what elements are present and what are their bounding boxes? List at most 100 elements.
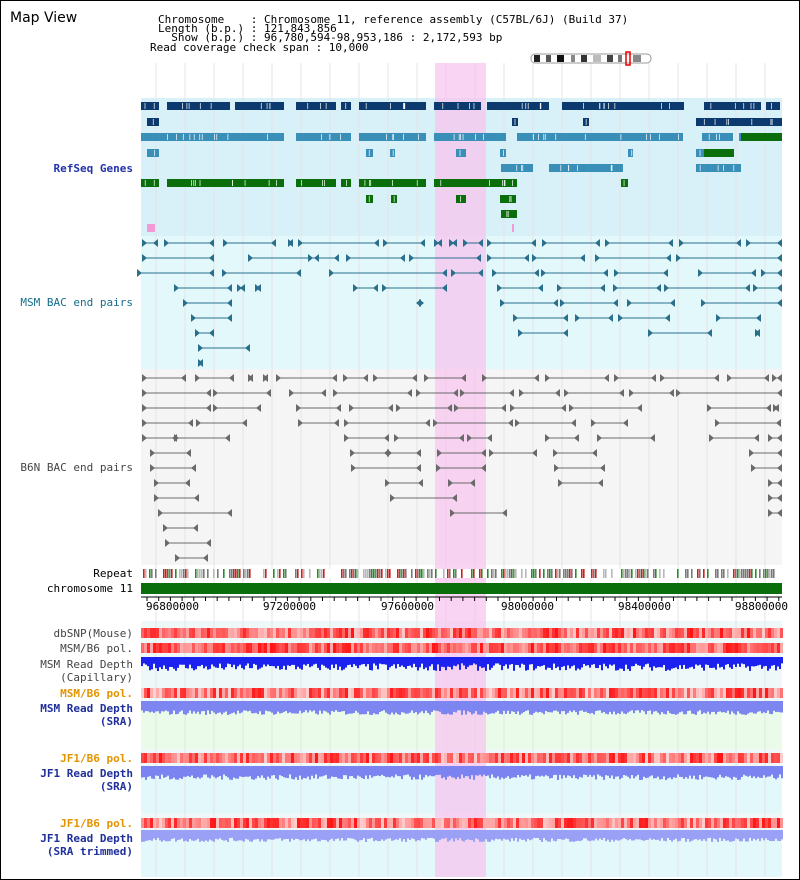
polymorphism-cell <box>663 628 666 638</box>
read-depth-bar <box>695 830 697 839</box>
polymorphism-cell <box>732 688 735 698</box>
repeat-mark <box>377 569 379 578</box>
read-depth-bar <box>495 657 497 664</box>
read-depth-bar <box>387 657 389 670</box>
msm-bac-pair-end <box>575 314 580 322</box>
b6n-bac-pair-end <box>545 374 550 382</box>
read-depth-bar <box>223 830 225 841</box>
read-depth-bar <box>743 766 745 775</box>
polymorphism-cell <box>618 753 621 763</box>
track-label-jf1-depth[interactable]: JF1 Read Depth <box>40 767 133 780</box>
read-depth-bar <box>347 701 349 714</box>
track-label-msm-depth-capillary[interactable]: MSM Read Depth <box>40 658 133 671</box>
track-label-msm-b6-pol-sra[interactable]: MSM/B6 pol. <box>60 687 133 700</box>
polymorphism-cell <box>285 688 288 698</box>
read-depth-bar <box>425 766 427 775</box>
read-depth-bar <box>449 657 451 668</box>
read-depth-bar <box>335 830 337 840</box>
read-depth-bar <box>665 657 667 671</box>
repeat-mark <box>285 569 287 578</box>
polymorphism-cell <box>513 688 516 698</box>
read-depth-bar <box>521 830 523 840</box>
msm-bac-pair-end <box>666 254 671 262</box>
track-label-msm-depth-sra[interactable]: MSM Read Depth <box>40 702 133 715</box>
polymorphism-cell <box>417 643 420 653</box>
polymorphism-cell <box>714 818 717 828</box>
read-depth-bar <box>619 830 621 841</box>
read-depth-bar <box>197 657 199 667</box>
read-depth-bar <box>287 701 289 714</box>
read-depth-bar <box>357 701 359 713</box>
b6n-bac-pair-end <box>165 539 170 547</box>
polymorphism-cell <box>339 643 342 653</box>
track-label-refseq[interactable]: RefSeq Genes <box>53 162 133 175</box>
polymorphism-cell <box>309 688 312 698</box>
polymorphism-cell <box>147 818 150 828</box>
read-depth-bar <box>741 766 743 777</box>
polymorphism-cell <box>615 818 618 828</box>
read-depth-bar <box>377 657 379 670</box>
gene-block <box>456 149 466 157</box>
read-depth-bar <box>273 701 275 715</box>
read-depth-bar <box>563 657 565 667</box>
read-depth-bar <box>699 766 701 775</box>
read-depth-bar <box>181 830 183 839</box>
read-depth-bar <box>341 830 343 839</box>
polymorphism-cell <box>669 753 672 763</box>
track-label-repeat[interactable]: Repeat <box>93 567 133 580</box>
b6n-bac-pair-end <box>650 434 655 442</box>
b6n-bac-pair-end <box>707 404 712 412</box>
read-depth-bar <box>201 830 203 841</box>
read-depth-bar <box>161 830 163 842</box>
repeat-mark <box>549 569 551 578</box>
polymorphism-cell <box>501 643 504 653</box>
read-depth-bar <box>605 701 607 714</box>
read-depth-bar <box>351 830 353 839</box>
polymorphism-cell <box>531 688 534 698</box>
track-label-jf1-b6-pol-2[interactable]: JF1/B6 pol. <box>60 817 133 830</box>
repeat-mark <box>659 569 661 578</box>
polymorphism-cell <box>513 753 516 763</box>
repeat-mark <box>763 569 765 578</box>
polymorphism-cell <box>561 688 564 698</box>
read-depth-bar <box>385 766 387 778</box>
read-depth-bar <box>421 657 423 664</box>
read-depth-bar <box>671 766 673 780</box>
polymorphism-cell <box>327 628 330 638</box>
track-label-jf1-b6-pol[interactable]: JF1/B6 pol. <box>60 752 133 765</box>
gene-block <box>562 102 684 110</box>
read-depth-bar <box>187 657 189 669</box>
b6n-bac-pair-end <box>564 389 569 397</box>
read-depth-bar <box>301 830 303 841</box>
track-label-b6n-bac[interactable]: B6N BAC end pairs <box>20 461 133 474</box>
read-depth-bar <box>509 657 511 665</box>
b6n-bac-pair-end <box>669 389 674 397</box>
polymorphism-cell <box>207 628 210 638</box>
track-label-msm-b6-pol[interactable]: MSM/B6 pol. <box>60 642 133 655</box>
polymorphism-cell <box>702 643 705 653</box>
polymorphism-cell <box>141 688 144 698</box>
read-depth-bar <box>515 657 517 665</box>
polymorphism-cell <box>384 818 387 828</box>
read-depth-bar <box>573 766 575 776</box>
repeat-mark <box>387 569 389 578</box>
track-label-sra: (SRA) <box>99 715 133 728</box>
read-depth-bar <box>753 766 755 777</box>
read-depth-bar <box>443 701 445 715</box>
b6n-bac-pair-end <box>508 419 513 427</box>
polymorphism-cell <box>474 688 477 698</box>
read-depth-bar <box>533 657 535 671</box>
read-depth-bar <box>469 657 471 666</box>
read-depth-bar <box>477 766 479 776</box>
track-label-jf1-depth-trimmed[interactable]: JF1 Read Depth <box>40 832 133 845</box>
polymorphism-cell <box>645 643 648 653</box>
polymorphism-cell <box>177 753 180 763</box>
polymorphism-cell <box>561 628 564 638</box>
read-depth-bar <box>389 830 391 839</box>
read-depth-bar <box>203 701 205 712</box>
repeat-mark <box>513 569 515 578</box>
track-label-msm-bac[interactable]: MSM BAC end pairs <box>20 296 133 309</box>
track-label-dbsnp[interactable]: dbSNP(Mouse) <box>53 627 133 640</box>
read-depth-bar <box>755 766 757 779</box>
